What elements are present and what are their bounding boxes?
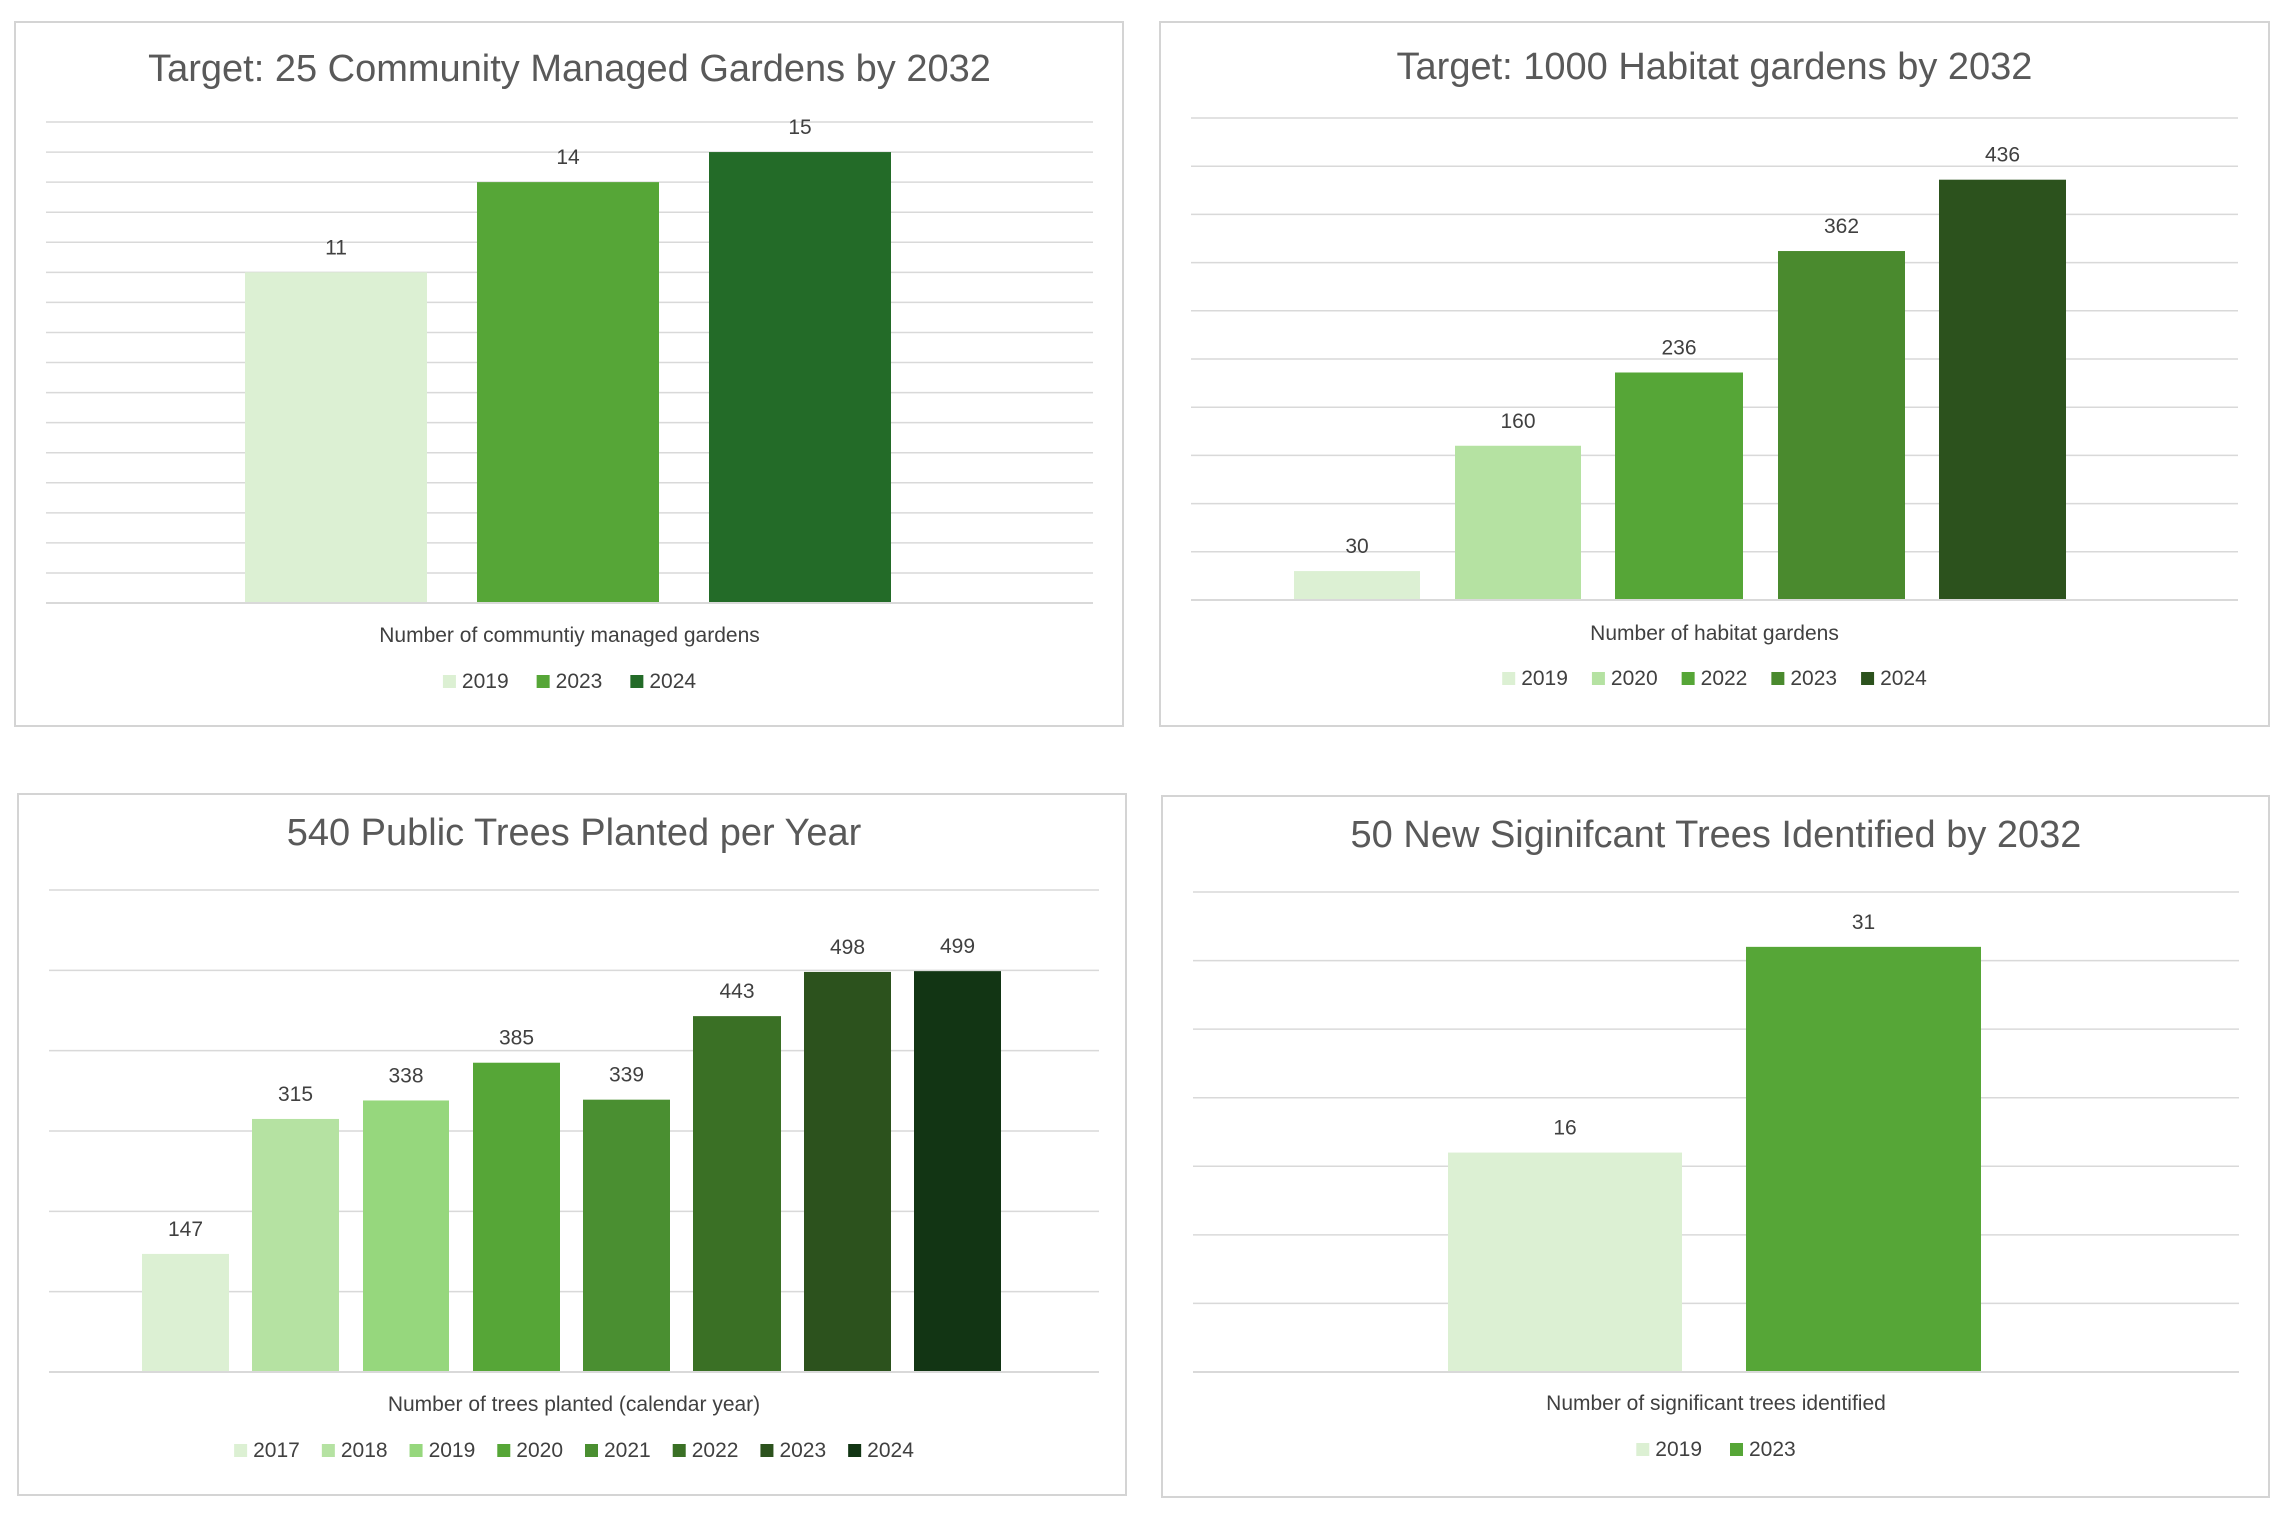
legend-swatch-2021: [585, 1444, 598, 1457]
legend-swatch-2020: [497, 1444, 511, 1457]
chart-significant-trees: 50 New Siginifcant Trees Identified by 2…: [1193, 814, 2239, 1461]
bar-2023: [1746, 946, 1981, 1372]
legend-label-2023: 2023: [556, 670, 603, 693]
legend-swatch-2024: [848, 1444, 862, 1457]
chart-panel-public-trees: 540 Public Trees Planted per Year 147 315 3…: [17, 793, 1127, 1496]
bar-2021: [583, 1099, 670, 1372]
data-label-2019: 16: [1553, 1117, 1576, 1140]
chart-title: Target: 25 Community Managed Gardens by …: [148, 48, 991, 90]
data-label-2023: 14: [556, 146, 580, 169]
bar-2023: [804, 971, 891, 1372]
legend-swatch-2018: [321, 1444, 335, 1457]
data-label-2024: 15: [788, 116, 811, 139]
data-label-2022: 443: [719, 980, 754, 1003]
bar-2022: [1615, 372, 1743, 600]
legend-label-2019: 2019: [462, 670, 509, 693]
x-axis-title: Number of significant trees identified: [1546, 1392, 1886, 1415]
bar-2023: [477, 182, 659, 603]
data-label-2020: 385: [499, 1027, 534, 1050]
bar-2019: [1448, 1152, 1682, 1372]
legend-label-2019: 2019: [1521, 667, 1568, 690]
chart-title: 50 New Siginifcant Trees Identified by 2…: [1351, 814, 2082, 856]
bar-2024: [914, 971, 1001, 1372]
bar-2024: [709, 152, 891, 603]
x-axis-title: Number of habitat gardens: [1590, 622, 1839, 645]
legend-label-2024: 2024: [649, 670, 696, 693]
legend-label-2019: 2019: [1655, 1438, 1702, 1461]
chart-panel-significant-trees: 50 New Siginifcant Trees Identified by 2…: [1161, 795, 2270, 1498]
bar-2022: [693, 1016, 781, 1372]
legend-label-2023: 2023: [1790, 667, 1837, 690]
legend-swatch-2024: [1861, 672, 1875, 685]
data-label-2019: 11: [325, 236, 347, 259]
legend-label-2017: 2017: [253, 1439, 300, 1462]
bar-2019: [363, 1100, 449, 1372]
x-axis-title: Number of communtiy managed gardens: [379, 624, 760, 647]
chart-public-trees: 540 Public Trees Planted per Year 147 315 3…: [49, 812, 1099, 1462]
bar-2019: [245, 272, 427, 603]
legend-swatch-2023: [1730, 1443, 1743, 1456]
data-label-2022: 236: [1661, 336, 1696, 359]
legend-swatch-2023: [536, 675, 550, 688]
data-label-2020: 160: [1500, 410, 1535, 433]
legend: 2019 2023: [1636, 1438, 1796, 1461]
legend-swatch-2020: [1591, 672, 1605, 685]
legend: 2019 2023 2024: [442, 670, 696, 693]
bar-2019: [1294, 571, 1420, 600]
data-label-2023: 498: [830, 936, 865, 959]
bar-2024: [1939, 179, 2066, 601]
legend-label-2021: 2021: [604, 1439, 651, 1462]
chart-title: 540 Public Trees Planted per Year: [287, 812, 862, 854]
chart-panel-community-gardens: Target: 25 Community Managed Gardens by …: [14, 21, 1124, 727]
data-label-2018: 315: [278, 1083, 313, 1106]
data-label-2017: 147: [168, 1218, 203, 1241]
legend-swatch-2022: [672, 1444, 686, 1457]
data-label-2019: 338: [388, 1064, 423, 1087]
data-label-2023: 31: [1852, 911, 1875, 934]
legend-label-2020: 2020: [516, 1439, 563, 1462]
legend-swatch-2019: [1502, 672, 1516, 685]
chart-community-gardens: Target: 25 Community Managed Gardens by …: [46, 48, 1093, 693]
bar-2018: [252, 1118, 339, 1372]
legend-swatch-2017: [234, 1444, 248, 1457]
legend-label-2024: 2024: [867, 1439, 914, 1462]
x-axis-title: Number of trees planted (calendar year): [388, 1393, 760, 1416]
data-label-2019: 30: [1345, 535, 1368, 558]
data-label-2024: 499: [940, 935, 975, 958]
bar-2023: [1778, 251, 1905, 601]
data-label-2021: 339: [609, 1064, 644, 1087]
legend-label-2022: 2022: [692, 1439, 739, 1462]
bar-2017: [142, 1253, 229, 1372]
legend: 2019 2020 2022 2023 2024: [1502, 667, 1927, 690]
chart-title: Target: 1000 Habitat gardens by 2032: [1397, 46, 2033, 88]
legend: 2017 2018 2019 2020 2021 2022 2023 2024: [234, 1439, 914, 1462]
legend-swatch-2023: [1771, 672, 1785, 685]
legend-swatch-2019: [442, 675, 456, 688]
legend-label-2024: 2024: [1880, 667, 1927, 690]
legend-label-2018: 2018: [341, 1439, 388, 1462]
legend-label-2020: 2020: [1611, 667, 1658, 690]
chart-habitat-gardens: Target: 1000 Habitat gardens by 2032 30 16…: [1191, 46, 2238, 690]
legend-label-2019: 2019: [429, 1439, 476, 1462]
legend-swatch-2024: [630, 675, 644, 688]
legend-label-2022: 2022: [1701, 667, 1748, 690]
bar-2020: [473, 1062, 560, 1372]
legend-swatch-2022: [1681, 672, 1695, 685]
legend-swatch-2019: [409, 1444, 423, 1457]
data-label-2024: 436: [1985, 144, 2020, 167]
legend-swatch-2023: [760, 1444, 774, 1457]
chart-panel-habitat-gardens: Target: 1000 Habitat gardens by 2032 30 16…: [1159, 21, 2270, 727]
data-label-2023: 362: [1824, 215, 1859, 238]
legend-label-2023: 2023: [1749, 1438, 1796, 1461]
bar-2020: [1455, 445, 1581, 600]
legend-swatch-2019: [1636, 1443, 1650, 1456]
legend-label-2023: 2023: [779, 1439, 826, 1462]
